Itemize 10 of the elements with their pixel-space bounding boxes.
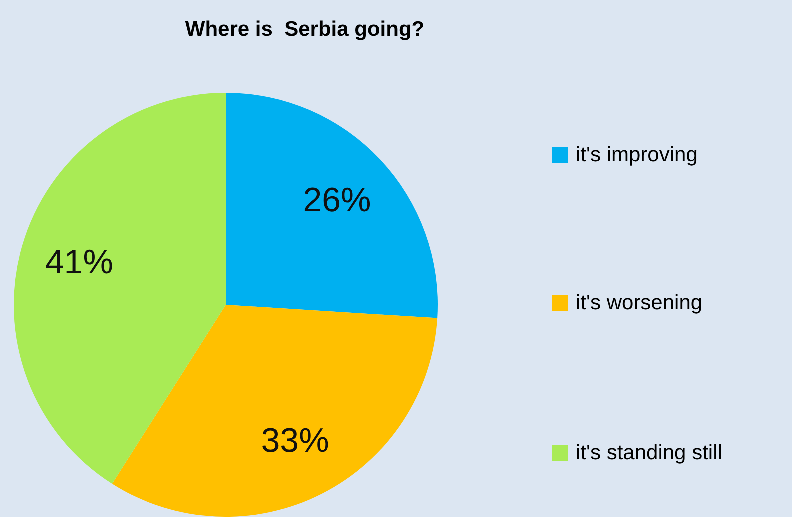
data-label: 41% [45, 243, 114, 282]
legend-label: it's standing still [576, 442, 722, 464]
data-label: 26% [303, 182, 372, 220]
legend-label: it's improving [576, 144, 698, 166]
legend-label: it's worsening [576, 292, 703, 314]
pie-slice [112, 305, 438, 517]
data-label: 33% [261, 422, 330, 460]
chart-title: Where is Serbia going? [185, 18, 425, 41]
pie-slice [14, 93, 226, 484]
pie-slice [226, 93, 438, 318]
